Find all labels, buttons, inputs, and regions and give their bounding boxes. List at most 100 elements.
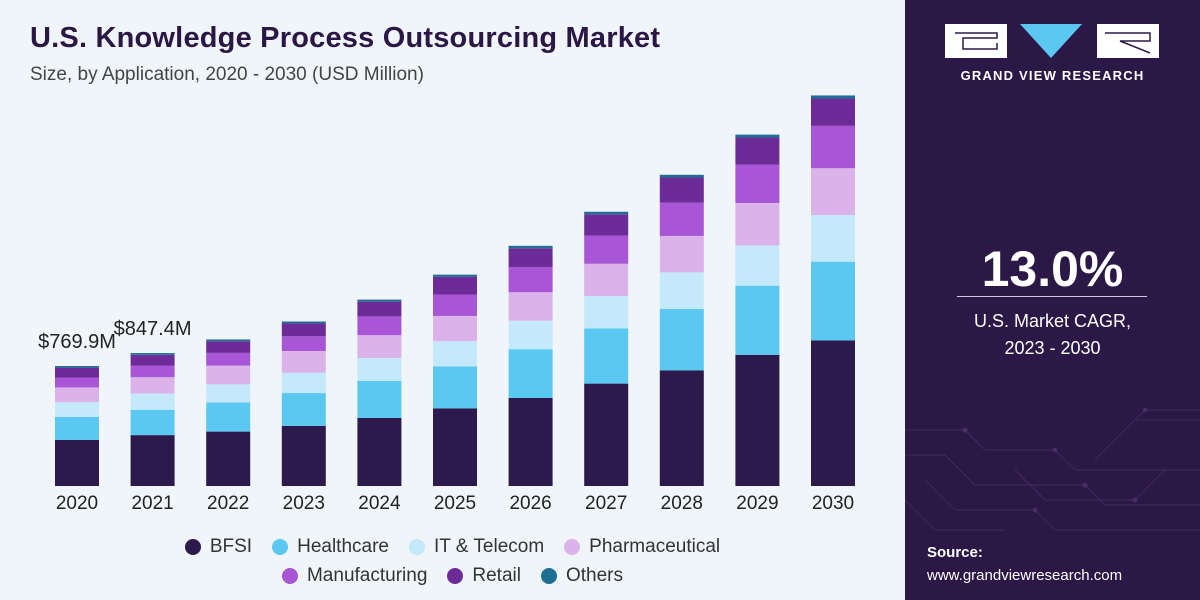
- legend-swatch: [564, 539, 581, 555]
- bar-segment-retail-2029: [735, 137, 780, 165]
- x-tick-label: 2022: [207, 493, 249, 514]
- bar-segment-pharmaceutical-2030: [811, 168, 855, 215]
- bar-segment-it-telecom-2020: [55, 402, 99, 417]
- bar-segment-it-telecom-2023: [281, 372, 326, 394]
- bar-segment-others-2020: [55, 366, 99, 368]
- bar-segment-healthcare-2021: [130, 409, 175, 436]
- bar-segment-manufacturing-2024: [357, 316, 402, 336]
- x-tick-label: 2029: [736, 493, 778, 514]
- bar-segment-others-2026: [508, 245, 553, 249]
- cagr-divider: [957, 296, 1147, 297]
- bar-segment-healthcare-2024: [357, 380, 402, 418]
- circuit-pattern-graphic: [905, 407, 1200, 531]
- bar-segment-healthcare-2029: [735, 285, 780, 355]
- stacked-bar-chart: 2020 2021 2022 2023 2024 2025 2026 2027 2028 2029…: [38, 95, 855, 514]
- bar-segment-pharmaceutical-2027: [584, 263, 629, 297]
- bar-segment-bfsi-2023: [281, 425, 326, 486]
- bar-segment-bfsi-2021: [130, 435, 175, 486]
- legend-item-retail: Retail: [447, 565, 521, 587]
- bar-segment-pharmaceutical-2021: [130, 377, 175, 394]
- bar-segment-retail-2022: [206, 341, 251, 353]
- source-link[interactable]: www.grandviewresearch.com: [927, 567, 1123, 584]
- bar-segment-manufacturing-2030: [811, 125, 855, 169]
- x-tick-label: 2025: [434, 493, 476, 514]
- bar-segment-manufacturing-2021: [130, 365, 175, 378]
- bar-segment-bfsi-2027: [584, 383, 629, 486]
- x-tick-label: 2023: [283, 493, 325, 514]
- legend-item-pharmaceutical: Pharmaceutical: [564, 536, 720, 558]
- bar-segment-others-2021: [130, 353, 175, 355]
- x-tick-label: 2021: [131, 493, 173, 514]
- bar-segment-retail-2021: [130, 354, 175, 366]
- bar-segment-manufacturing-2020: [55, 377, 99, 388]
- bar-segment-it-telecom-2025: [433, 341, 477, 367]
- legend-item-healthcare: Healthcare: [272, 536, 389, 558]
- bar-segment-bfsi-2030: [811, 340, 855, 486]
- x-tick-label: 2024: [358, 493, 401, 514]
- legend-label: Retail: [472, 565, 521, 586]
- legend-label: Pharmaceutical: [589, 536, 721, 557]
- bar-segment-pharmaceutical-2029: [735, 202, 780, 246]
- bar-segment-others-2024: [357, 299, 402, 302]
- bar-segment-bfsi-2025: [433, 408, 477, 486]
- chart-title: U.S. Knowledge Process Outsourcing Marke…: [30, 22, 661, 54]
- legend-swatch: [184, 539, 201, 555]
- legend-item-it-telecom: IT & Telecom: [408, 536, 544, 558]
- bar-segment-it-telecom-2021: [130, 393, 175, 410]
- cagr-label: U.S. Market CAGR, 2023 - 2030: [905, 308, 1200, 362]
- value-annotation-2020: $769.9M: [38, 331, 116, 353]
- bar-segment-retail-2023: [281, 323, 326, 337]
- bar-segment-others-2029: [735, 134, 780, 138]
- bar-segment-healthcare-2027: [584, 328, 629, 384]
- legend-label: BFSI: [209, 536, 253, 557]
- bar-segment-it-telecom-2024: [357, 358, 402, 381]
- bar-segment-pharmaceutical-2023: [281, 350, 326, 373]
- bar-segment-healthcare-2026: [508, 349, 553, 398]
- bar-segment-others-2027: [584, 211, 629, 215]
- grand-view-research-logo: [945, 24, 1159, 58]
- bar-segment-pharmaceutical-2026: [508, 292, 553, 321]
- chart-panel: U.S. Knowledge Process Outsourcing Marke…: [0, 0, 905, 600]
- bar-segment-retail-2020: [55, 367, 99, 378]
- legend-swatch: [408, 539, 425, 555]
- bar-segment-retail-2025: [433, 276, 477, 295]
- bar-segment-it-telecom-2028: [659, 272, 704, 309]
- bar-segment-retail-2027: [584, 214, 629, 236]
- legend-swatch: [281, 568, 298, 584]
- legend-label: Others: [565, 565, 623, 586]
- bar-segment-pharmaceutical-2025: [433, 315, 477, 342]
- bar-segment-healthcare-2022: [206, 402, 251, 432]
- bar-segment-manufacturing-2022: [206, 352, 251, 366]
- x-tick-label: 2020: [56, 493, 98, 514]
- bar-segment-others-2025: [433, 274, 477, 277]
- bar-segment-it-telecom-2022: [206, 384, 251, 403]
- x-tick-label: 2028: [661, 493, 703, 514]
- bar-segment-others-2028: [659, 174, 704, 178]
- bar-segment-retail-2026: [508, 248, 553, 267]
- bar-segment-retail-2024: [357, 301, 402, 317]
- brand-name: GRAND VIEW RESEARCH: [960, 68, 1145, 83]
- bar-segment-healthcare-2020: [55, 416, 99, 440]
- cagr-label-line-1: U.S. Market CAGR,: [973, 311, 1132, 331]
- cagr-value: 13.0%: [981, 241, 1124, 297]
- x-tick-label: 2030: [812, 493, 854, 514]
- value-annotation-2021: $847.4M: [114, 318, 192, 340]
- legend-label: Manufacturing: [306, 565, 428, 586]
- bar-segment-healthcare-2023: [281, 393, 326, 426]
- chart-legend-row: Manufacturing Retail Others: [0, 565, 905, 587]
- legend-label: Healthcare: [297, 536, 389, 557]
- legend-swatch: [272, 539, 289, 555]
- bar-segment-pharmaceutical-2020: [55, 387, 99, 403]
- bar-segment-manufacturing-2027: [584, 235, 629, 264]
- sidebar-panel: GRAND VIEW RESEARCH 13.0% U.S. Market CA…: [905, 0, 1200, 600]
- bar-segment-manufacturing-2028: [659, 202, 704, 236]
- bar-segment-it-telecom-2027: [584, 296, 629, 329]
- bar-segment-manufacturing-2025: [433, 294, 477, 316]
- bar-segment-it-telecom-2026: [508, 320, 553, 350]
- bar-segment-others-2022: [206, 339, 251, 342]
- bar-segment-manufacturing-2029: [735, 164, 780, 203]
- bar-segment-others-2023: [281, 321, 326, 324]
- bar-segment-bfsi-2028: [659, 370, 704, 486]
- bar-segment-it-telecom-2029: [735, 245, 780, 286]
- bar-segment-retail-2030: [811, 98, 855, 126]
